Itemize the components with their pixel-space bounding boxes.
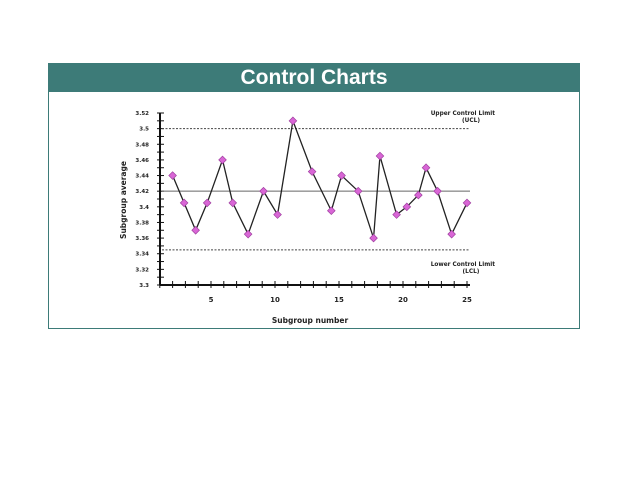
y-tick-label: 3.42 [135, 189, 149, 195]
data-point [392, 210, 401, 219]
x-tick-label: 5 [209, 296, 214, 304]
data-point [447, 229, 456, 239]
data-point [168, 171, 177, 180]
data-point [337, 171, 346, 180]
data-point [369, 233, 378, 243]
y-tick-label: 3.52 [135, 111, 149, 117]
data-point [243, 229, 253, 239]
data-point [375, 151, 385, 161]
data-point [402, 202, 412, 212]
data-point [288, 116, 298, 126]
x-tick-label: 20 [398, 296, 408, 304]
data-point [202, 198, 212, 208]
control-limit-label: Lower Control Limit [431, 262, 496, 268]
data-point [327, 206, 336, 216]
data-point [307, 167, 317, 176]
y-tick-label: 3.44 [135, 174, 149, 180]
data-point [179, 198, 189, 208]
data-point [414, 190, 423, 200]
y-tick-label: 3.38 [135, 220, 149, 226]
y-tick-label: 3.48 [135, 142, 149, 148]
data-point [462, 198, 472, 208]
x-axis-label: Subgroup number [272, 316, 349, 325]
data-line [172, 118, 468, 239]
y-axis-label: Subgroup average [119, 161, 128, 239]
data-point [433, 186, 442, 196]
data-point [218, 155, 227, 165]
y-tick-label: 3.46 [135, 158, 149, 164]
control-limit-sublabel: (LCL) [463, 269, 480, 275]
y-tick-label: 3.5 [139, 127, 149, 133]
x-tick-label: 10 [270, 296, 280, 304]
y-tick-label: 3.34 [135, 252, 149, 258]
data-point [353, 186, 363, 196]
chart-title: Control Charts [48, 63, 580, 92]
data-point [421, 163, 431, 173]
data-point [273, 210, 282, 219]
y-tick-label: 3.3 [139, 283, 149, 289]
y-tick-label: 3.36 [135, 236, 149, 242]
control-limit-sublabel: (UCL) [462, 118, 480, 124]
y-tick-label: 3.32 [135, 267, 149, 273]
x-tick-label: 25 [462, 296, 472, 304]
data-point [259, 186, 268, 196]
data-point [228, 198, 238, 208]
data-point [191, 225, 200, 235]
control-limit-label: Upper Control Limit [431, 111, 496, 117]
x-tick-label: 15 [334, 296, 344, 304]
y-tick-label: 3.4 [139, 205, 149, 211]
